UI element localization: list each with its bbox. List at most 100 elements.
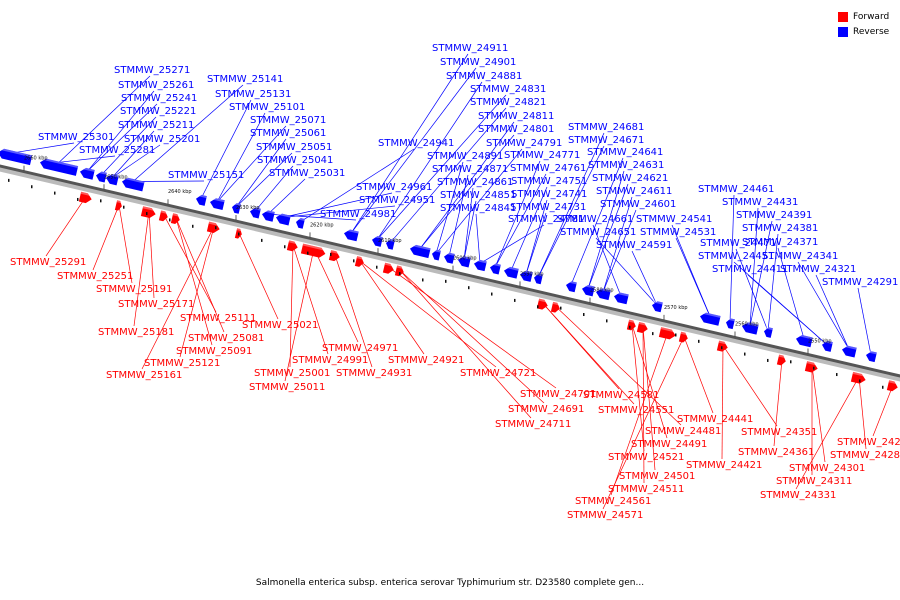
reverse-gene-label: STMMW_24961 [356,182,432,193]
forward-leader-line [610,331,669,496]
reverse-leader-line [587,170,625,289]
reverse-gene-arrow [96,170,107,183]
reverse-gene-arrow [842,344,857,358]
forward-gene-label: STMMW_25091 [176,346,252,357]
reverse-gene-arrow [796,333,813,348]
scale-tick-label: 2630 kbp [236,205,260,211]
reverse-gene-label: STMMW_24541 [636,214,712,225]
forward-gene-arrow [300,243,327,258]
reverse-gene-label: STMMW_24391 [736,210,812,221]
reverse-gene-arrow [262,209,275,222]
forward-gene-arrow [286,240,299,252]
reverse-gene-label: STMMW_24811 [478,111,554,122]
forward-leader-line [388,267,557,389]
reverse-leader-line [435,148,523,255]
forward-gene-label: STMMW_24991 [292,355,368,366]
forward-leader-line [313,248,359,343]
scale-tick-label: 2560 kbp [735,321,759,327]
reverse-leader-line [58,155,116,163]
reverse-leader-line [675,237,711,317]
forward-gene-label: STMMW_24491 [631,439,707,450]
forward-gene-arrow [394,265,405,277]
reverse-leader-line [14,142,75,153]
forward-gene-label: STMMW_25191 [96,284,172,295]
cds-marker [468,286,470,290]
reverse-gene-label: STMMW_25031 [269,168,345,179]
reverse-gene-label: STMMW_24291 [822,277,898,288]
reverse-leader-line [749,220,773,327]
cds-marker [790,360,792,364]
reverse-gene-arrow [490,262,501,275]
forward-leader-line [133,211,150,327]
reverse-swatch [838,26,848,37]
forward-gene-arrow [114,200,123,211]
forward-gene-label: STMMW_24281 [830,450,900,461]
reverse-leader-line [494,173,547,268]
forward-gene-arrow [382,262,395,274]
forward-leader-line [175,218,213,346]
reverse-gene-arrow [344,228,359,242]
forward-gene-label: STMMW_24721 [460,368,536,379]
forward-gene-label: STMMW_24701 [520,389,596,400]
reverse-gene-label: STMMW_24901 [440,57,516,68]
reverse-leader-line [389,107,507,244]
reverse-gene-label: STMMW_25301 [38,132,114,143]
backbone-shadow [0,166,900,382]
forward-leader-line [175,217,225,333]
reverse-gene-label: STMMW_25281 [79,145,155,156]
reverse-gene-label: STMMW_24641 [587,147,663,158]
reverse-gene-arrow [372,234,383,247]
cds-marker [721,346,723,350]
scale-tick-label: 2580 kbp [590,288,614,294]
forward-gene-label: STMMW_25111 [180,313,256,324]
reverse-leader-line [86,103,158,172]
forward-gene-arrow [626,319,637,331]
forward-leader-line [163,215,217,313]
reverse-leader-line [448,174,469,257]
reverse-gene-label: STMMW_24381 [742,223,818,234]
reverse-gene-arrow [210,197,225,211]
reverse-gene-label: STMMW_25061 [250,128,326,139]
forward-gene-label: STMMW_24331 [760,490,836,501]
reverse-leader-line [216,125,287,203]
reverse-leader-line [132,84,244,182]
forward-gene-arrow [716,340,729,352]
forward-gene-label: STMMW_24551 [598,405,674,416]
reverse-gene-label: STMMW_24911 [432,43,508,54]
reverse-leader-line [475,213,481,264]
reverse-gene-arrow [596,287,611,301]
forward-gene-arrow [78,191,93,204]
cds-marker [169,218,171,222]
reverse-gene-label: STMMW_24771 [504,150,580,161]
legend: Forward Reverse [838,9,889,39]
scale-tick-label: 2600 kbp [453,256,477,262]
forward-gene-label: STMMW_24271 [837,437,900,448]
forward-leader-line [642,326,656,471]
reverse-leader-line [749,207,759,327]
cds-marker [767,358,769,362]
scale-tick-label: 2640 kbp [168,189,192,195]
reverse-gene-arrow [232,202,241,214]
reverse-gene-label: STMMW_24791 [486,138,562,149]
reverse-leader-line [525,212,547,275]
reverse-gene-label: STMMW_25051 [256,142,332,153]
cds-marker [261,238,263,242]
reverse-leader-line [595,237,658,306]
forward-leader-line [399,270,545,404]
forward-gene-arrow [206,221,221,233]
forward-leader-line [721,345,724,460]
forward-leader-line [602,336,685,510]
cds-marker [836,373,838,377]
reverse-leader-line [254,165,294,212]
reverse-gene-label: STMMW_25041 [257,155,333,166]
cds-marker [353,259,355,263]
reverse-gene-label: STMMW_24821 [470,97,546,108]
reverse-leader-line [463,187,474,260]
reverse-leader-line [419,121,515,249]
forward-gene-label: STMMW_24971 [322,343,398,354]
forward-leader-line [148,211,155,299]
reverse-gene-label: STMMW_25201 [124,134,200,145]
reverse-gene-label: STMMW_24601 [600,199,676,210]
reverse-gene-label: STMMW_24751 [511,176,587,187]
forward-leader-line [141,226,215,370]
